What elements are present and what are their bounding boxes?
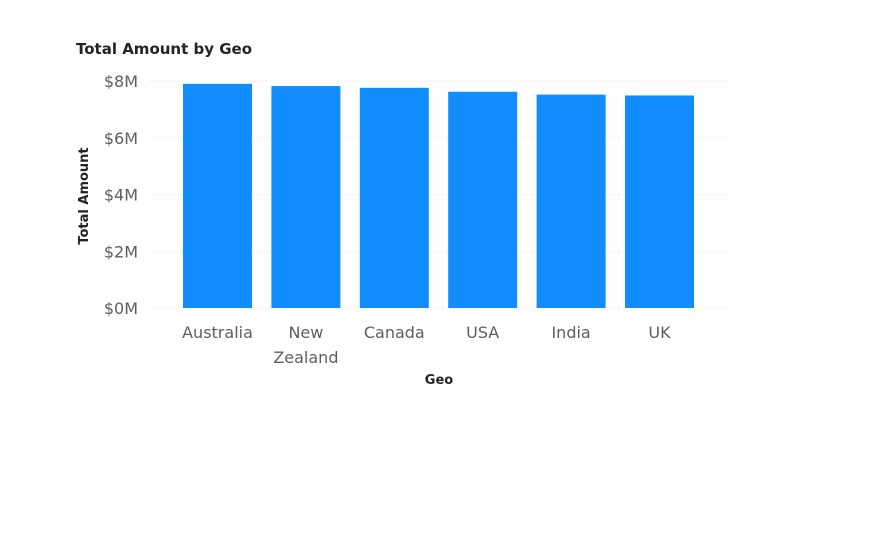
x-tick-label: Australia xyxy=(182,323,253,342)
x-tick-label: New Zealand xyxy=(273,323,338,367)
y-tick-label: $2M xyxy=(104,242,138,261)
y-tick-label: $8M xyxy=(104,72,138,91)
bar-australia[interactable] xyxy=(183,83,252,309)
chart-title: Total Amount by Geo xyxy=(76,40,253,58)
y-axis-title: Total Amount xyxy=(77,147,92,244)
x-axis-ticks: Australia New Zealand Canada USA India UK xyxy=(182,323,671,367)
x-tick-label: India xyxy=(551,323,590,342)
bars xyxy=(183,83,694,309)
x-tick-label: Canada xyxy=(364,323,425,342)
x-axis-title: Geo xyxy=(425,373,453,388)
y-tick-label: $0M xyxy=(104,299,138,318)
bar-usa[interactable] xyxy=(448,91,518,308)
bar-india[interactable] xyxy=(536,94,606,309)
bar-new-zealand[interactable] xyxy=(271,86,341,308)
x-tick-label: USA xyxy=(466,323,499,342)
bar-canada[interactable] xyxy=(359,87,429,308)
x-tick-label: UK xyxy=(648,323,671,342)
y-tick-label: $6M xyxy=(104,129,138,148)
y-axis-ticks: $0M $2M $4M $6M $8M xyxy=(104,72,138,318)
y-tick-label: $4M xyxy=(104,186,138,205)
bar-uk[interactable] xyxy=(625,95,694,308)
